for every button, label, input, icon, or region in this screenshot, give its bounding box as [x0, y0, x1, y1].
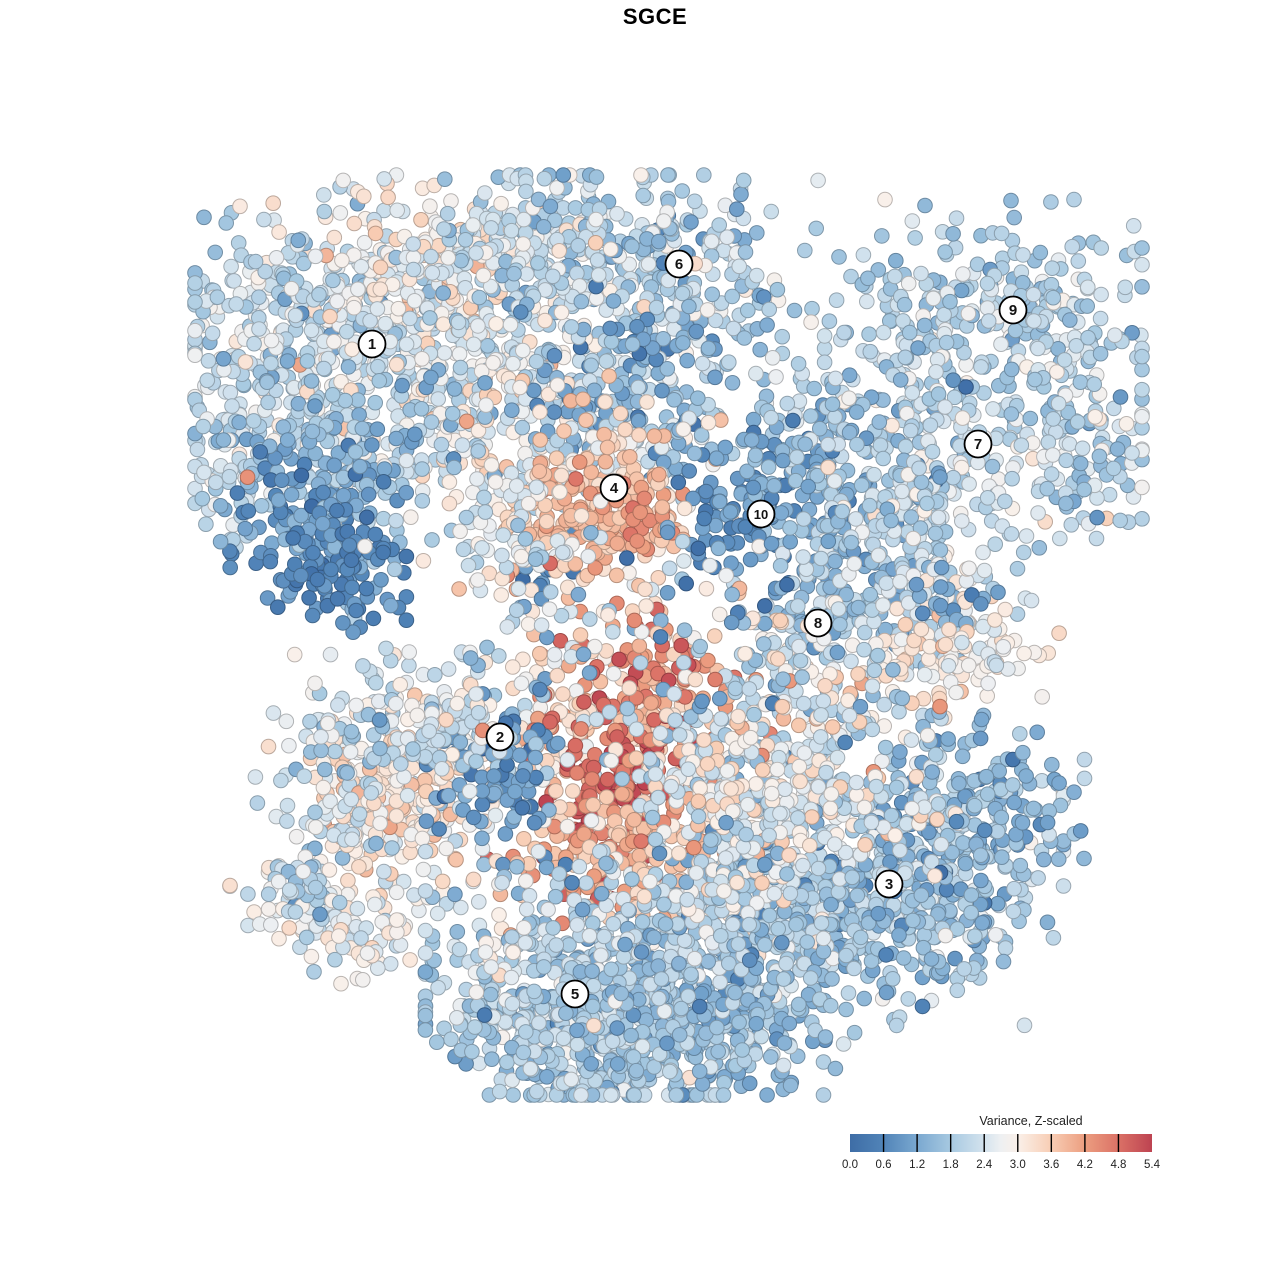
points-layer	[187, 167, 1150, 1103]
cluster-label: 10	[746, 499, 776, 529]
cluster-label: 8	[803, 608, 833, 638]
colorbar-tick-label: 3.6	[1043, 1159, 1059, 1171]
colorbar-tick-label: 5.4	[1144, 1159, 1161, 1171]
colorbar-tick-label: 2.4	[976, 1159, 993, 1171]
cluster-labels-layer: 1 2 3 4 5 6 7 8 9 10	[357, 249, 1028, 1009]
colorbar-tick-label: 4.8	[1110, 1159, 1126, 1171]
cluster-label: 2	[485, 722, 515, 752]
colorbar	[850, 1134, 1152, 1152]
cluster-label: 7	[963, 429, 993, 459]
chart-title: SGCE	[622, 4, 688, 29]
cluster-label: 3	[874, 869, 904, 899]
colorbar-tick-label: 1.8	[943, 1159, 959, 1171]
legend-title: Variance, Z-scaled	[979, 1114, 1082, 1128]
colorbar-tick-label: 3.0	[1010, 1159, 1026, 1171]
cluster-label: 1	[357, 329, 387, 359]
colorbar-tick-label: 0.6	[876, 1159, 892, 1171]
colorbar-tick-label: 1.2	[909, 1159, 925, 1171]
cluster-label: 9	[998, 295, 1028, 325]
cluster-label: 6	[664, 249, 694, 279]
cluster-label: 4	[599, 473, 629, 503]
colorbar-tick-label: 0.0	[842, 1159, 858, 1171]
cluster-label: 5	[560, 979, 590, 1009]
colorbar-tick-label: 4.2	[1077, 1159, 1093, 1171]
legend: Variance, Z-scaled 0.0 0.6 1.2 1.8 2.4 3.0 3.6 4…	[842, 1114, 1161, 1171]
